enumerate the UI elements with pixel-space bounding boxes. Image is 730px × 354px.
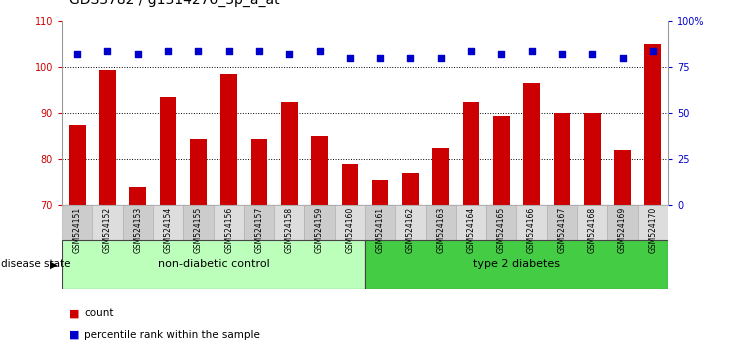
Text: GSM524161: GSM524161 xyxy=(376,207,385,253)
Point xyxy=(314,48,326,53)
Bar xyxy=(517,205,547,240)
Text: GSM524167: GSM524167 xyxy=(558,207,566,253)
Bar xyxy=(607,205,638,240)
Text: GSM524153: GSM524153 xyxy=(134,207,142,253)
Bar xyxy=(614,150,631,205)
Bar xyxy=(214,205,244,240)
Text: GSM524152: GSM524152 xyxy=(103,207,112,253)
Text: GSM524151: GSM524151 xyxy=(73,207,82,253)
Point xyxy=(586,52,598,57)
Point xyxy=(223,48,234,53)
Bar xyxy=(523,84,540,205)
Bar xyxy=(638,205,668,240)
Text: GSM524154: GSM524154 xyxy=(164,207,172,253)
Bar xyxy=(220,74,237,205)
Bar xyxy=(281,102,298,205)
Bar xyxy=(335,205,365,240)
Text: ■: ■ xyxy=(69,308,80,318)
Bar xyxy=(123,205,153,240)
Bar xyxy=(62,240,365,289)
Point xyxy=(72,52,83,57)
Text: GSM524170: GSM524170 xyxy=(648,207,657,253)
Bar xyxy=(342,164,358,205)
Bar xyxy=(311,136,328,205)
Point xyxy=(465,48,477,53)
Bar xyxy=(153,205,183,240)
Point xyxy=(374,55,386,61)
Point xyxy=(193,48,204,53)
Text: GSM524157: GSM524157 xyxy=(255,207,264,253)
Point xyxy=(132,52,144,57)
Text: GSM524155: GSM524155 xyxy=(194,207,203,253)
Bar xyxy=(304,205,335,240)
Bar xyxy=(250,139,267,205)
Text: GDS3782 / g1314276_3p_a_at: GDS3782 / g1314276_3p_a_at xyxy=(69,0,280,7)
Point xyxy=(435,55,447,61)
Text: type 2 diabetes: type 2 diabetes xyxy=(473,259,560,269)
Text: GSM524168: GSM524168 xyxy=(588,207,596,253)
Point xyxy=(526,48,537,53)
Bar xyxy=(69,125,85,205)
Bar xyxy=(584,113,601,205)
Bar xyxy=(463,102,480,205)
Bar xyxy=(274,205,304,240)
Point xyxy=(101,48,113,53)
Text: percentile rank within the sample: percentile rank within the sample xyxy=(84,330,260,339)
Bar xyxy=(62,205,93,240)
Bar xyxy=(129,187,146,205)
Text: disease state: disease state xyxy=(1,259,70,269)
Bar xyxy=(645,44,661,205)
Point xyxy=(556,52,568,57)
Text: GSM524165: GSM524165 xyxy=(497,207,506,253)
Bar xyxy=(402,173,419,205)
Text: GSM524160: GSM524160 xyxy=(345,207,354,253)
Point xyxy=(344,55,356,61)
Text: GSM524164: GSM524164 xyxy=(466,207,475,253)
Bar xyxy=(372,180,388,205)
Text: GSM524159: GSM524159 xyxy=(315,207,324,253)
Text: ▶: ▶ xyxy=(50,259,57,269)
Bar xyxy=(183,205,214,240)
Bar xyxy=(99,70,116,205)
Point xyxy=(496,52,507,57)
Text: GSM524163: GSM524163 xyxy=(437,207,445,253)
Bar xyxy=(547,205,577,240)
Text: non-diabetic control: non-diabetic control xyxy=(158,259,269,269)
Point xyxy=(253,48,265,53)
Bar xyxy=(190,139,207,205)
Text: GSM524156: GSM524156 xyxy=(224,207,233,253)
Bar xyxy=(553,113,570,205)
Bar xyxy=(493,115,510,205)
Bar xyxy=(396,205,426,240)
Point xyxy=(404,55,416,61)
Point xyxy=(617,55,629,61)
Bar xyxy=(432,148,449,205)
Bar xyxy=(365,205,396,240)
Bar xyxy=(93,205,123,240)
Text: GSM524166: GSM524166 xyxy=(527,207,536,253)
Bar xyxy=(244,205,274,240)
Text: GSM524169: GSM524169 xyxy=(618,207,627,253)
Bar xyxy=(486,205,517,240)
Text: GSM524158: GSM524158 xyxy=(285,207,293,253)
Point xyxy=(162,48,174,53)
Bar xyxy=(456,205,486,240)
Bar xyxy=(160,97,177,205)
Bar xyxy=(426,205,456,240)
Text: ■: ■ xyxy=(69,330,80,339)
Text: GSM524162: GSM524162 xyxy=(406,207,415,253)
Bar xyxy=(365,240,668,289)
Point xyxy=(283,52,295,57)
Text: count: count xyxy=(84,308,113,318)
Bar xyxy=(577,205,607,240)
Point xyxy=(647,48,658,53)
